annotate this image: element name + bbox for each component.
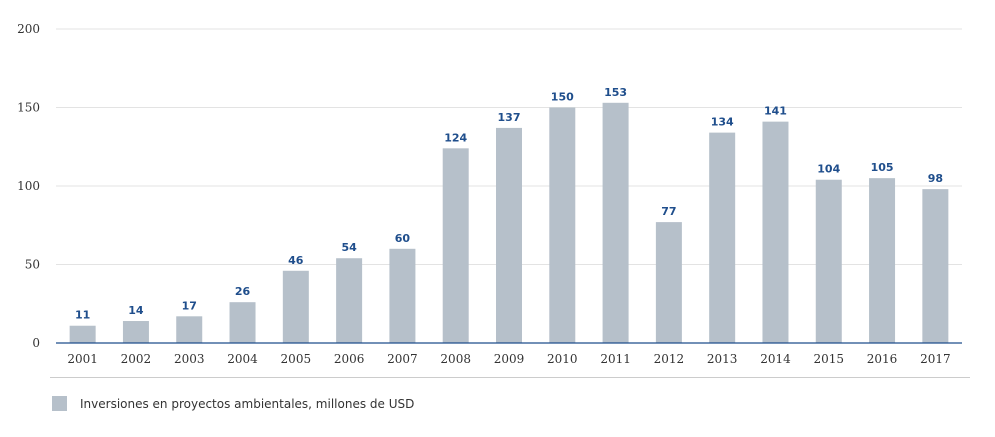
data-label: 141: [764, 105, 787, 118]
legend-swatch: [52, 396, 67, 411]
bar: [389, 248, 416, 343]
x-tick-label: 2010: [547, 352, 578, 366]
x-tick-label: 2006: [334, 352, 365, 366]
x-tick-label: 2012: [654, 352, 685, 366]
data-label: 153: [604, 86, 627, 99]
data-label: 14: [128, 304, 144, 317]
y-tick-label: 100: [17, 179, 40, 193]
data-label: 98: [928, 172, 943, 185]
y-tick-label: 50: [25, 258, 40, 272]
bar: [336, 258, 363, 343]
x-tick-label: 2011: [600, 352, 631, 366]
bar: [709, 132, 736, 343]
data-label: 11: [75, 309, 90, 322]
data-label: 134: [711, 116, 734, 129]
x-tick-label: 2005: [281, 352, 312, 366]
x-tick-label: 2008: [440, 352, 471, 366]
data-label: 137: [498, 111, 521, 124]
data-label: 60: [395, 232, 411, 245]
data-label: 124: [444, 131, 467, 144]
x-tick-label: 2003: [174, 352, 205, 366]
data-label: 105: [871, 161, 894, 174]
bar: [869, 178, 896, 343]
data-label: 104: [817, 163, 840, 176]
y-tick-label: 150: [17, 101, 40, 115]
y-tick-label: 0: [32, 336, 40, 350]
bar: [496, 127, 522, 343]
data-label: 46: [288, 254, 304, 267]
bar: [282, 270, 309, 343]
data-label: 150: [551, 91, 574, 104]
bar: [549, 107, 576, 343]
bar: [602, 102, 629, 343]
x-tick-label: 2015: [813, 352, 844, 366]
bar: [815, 179, 842, 343]
bars: [69, 102, 949, 343]
legend: Inversiones en proyectos ambientales, mi…: [52, 396, 414, 411]
x-tick-label: 2004: [227, 352, 258, 366]
legend-label: Inversiones en proyectos ambientales, mi…: [80, 396, 415, 411]
y-axis-ticks: 0 50 100 150 200: [17, 22, 40, 350]
x-axis-ticks: 2001 2002 2003 2004 2005 2006 2007 2008 2009 2010…: [67, 352, 950, 366]
bar: [922, 189, 949, 343]
bar: [176, 316, 203, 343]
bar: [442, 148, 469, 343]
bar: [655, 222, 682, 343]
data-labels: 11 14 17 26 46 54 60 124 137 150 153 77 134 141 104 105…: [75, 86, 943, 322]
data-label: 26: [235, 285, 251, 298]
data-label: 77: [661, 205, 676, 218]
bar: [229, 302, 256, 343]
data-label: 17: [182, 299, 197, 312]
x-tick-label: 2002: [121, 352, 152, 366]
x-tick-label: 2014: [760, 352, 791, 366]
bar: [122, 321, 149, 343]
x-tick-label: 2009: [494, 352, 525, 366]
x-tick-label: 2013: [707, 352, 738, 366]
bar: [69, 325, 96, 343]
x-tick-label: 2007: [387, 352, 418, 366]
bar: [762, 121, 789, 343]
x-tick-label: 2001: [67, 352, 98, 366]
data-label: 54: [341, 241, 357, 254]
y-tick-label: 200: [17, 22, 40, 36]
x-tick-label: 2016: [867, 352, 898, 366]
x-tick-label: 2017: [920, 352, 951, 366]
